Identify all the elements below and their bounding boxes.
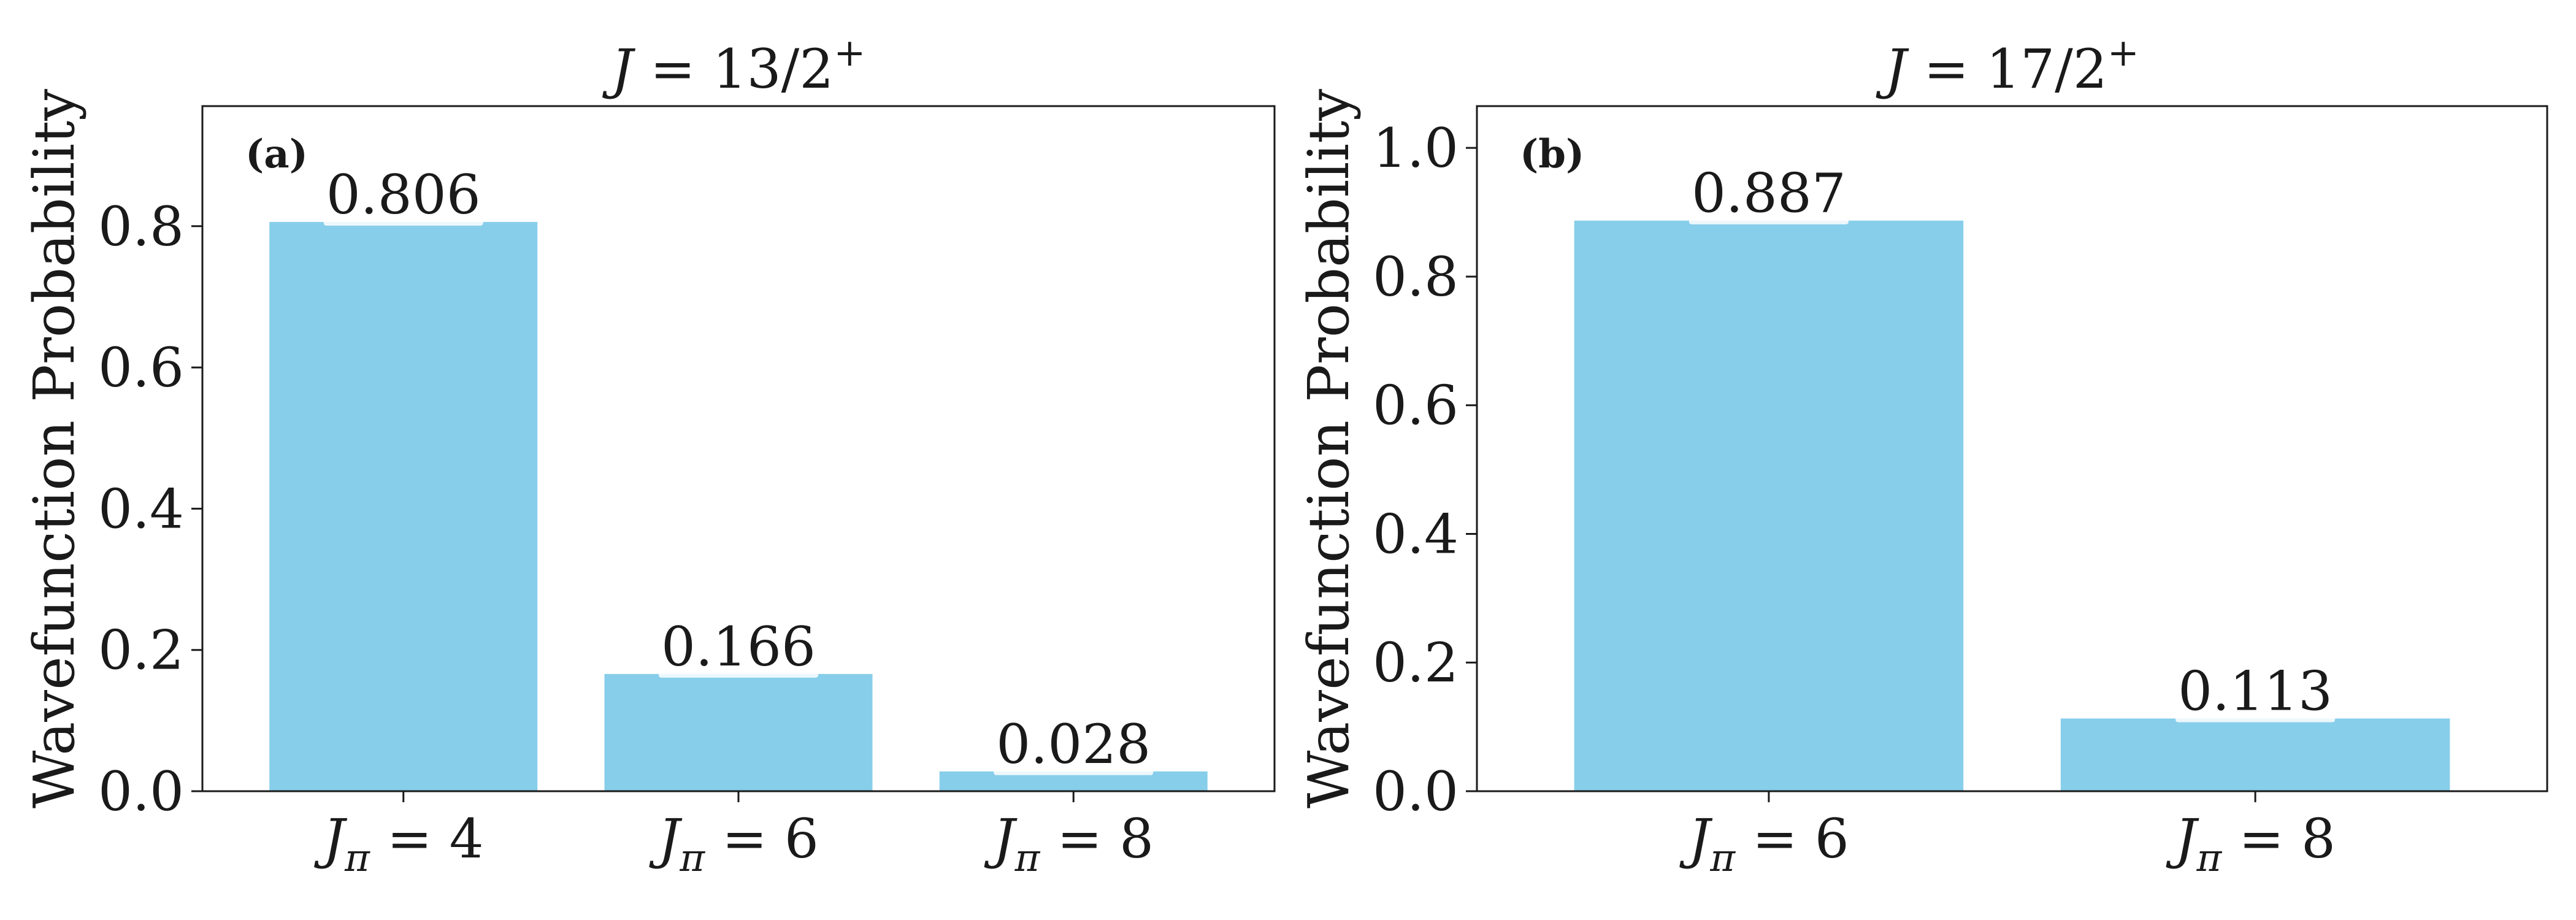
value-label: 0.887 [1692, 162, 1846, 225]
bar [604, 673, 873, 791]
value-label-backdrop [659, 671, 818, 678]
y-tick-label: 0.8 [1373, 245, 1459, 309]
panel-b: 0.887 Jπ = 6 0.113 Jπ = 8 0.0 0.2 0.4 0.6 0.8 1.0… [1296, 30, 2548, 880]
y-tick-label: 0.6 [1373, 374, 1459, 437]
x-tick-label: Jπ = 8 [984, 807, 1154, 880]
panel-tag: (b) [1520, 131, 1584, 177]
y-axis-label: Wavefunction Probability [21, 89, 87, 808]
bar [269, 221, 538, 791]
value-label-backdrop [2175, 716, 2336, 723]
x-tick-label: Jπ = 4 [314, 807, 484, 880]
y-tick-label: 0.4 [98, 477, 184, 540]
x-tick-label: Jπ = 8 [2166, 807, 2336, 880]
y-tick-label: 0.8 [98, 195, 184, 258]
value-label-backdrop [1689, 218, 1849, 224]
plot-frame [1476, 105, 2548, 792]
y-axis-label: Wavefunction Probability [1296, 89, 1362, 808]
chart-title: J = 13/2+ [602, 30, 866, 101]
value-label-backdrop [323, 219, 483, 226]
bar [1574, 220, 1964, 792]
y-tick-label: 0.0 [1373, 760, 1459, 823]
panel-tag: (a) [245, 131, 308, 177]
value-label: 0.806 [326, 163, 481, 226]
chart-title: J = 17/2+ [1876, 30, 2139, 101]
y-tick-label: 0.2 [98, 619, 184, 682]
value-label: 0.166 [661, 615, 816, 678]
value-label: 0.113 [2178, 659, 2333, 723]
panel-a: 0.806 Jπ = 4 0.166 Jπ = 6 0.028 Jπ = 8 0.0 0.2 0… [21, 30, 1276, 880]
y-tick-label: 0.2 [1373, 631, 1459, 694]
plot-frame [201, 105, 1276, 792]
y-tick-label: 0.4 [1373, 502, 1459, 565]
value-label-backdrop [994, 769, 1154, 775]
value-label: 0.028 [996, 713, 1151, 776]
y-tick-label: 1.0 [1373, 117, 1459, 180]
x-tick-label: Jπ = 6 [1679, 807, 1849, 880]
y-tick-label: 0.0 [98, 760, 184, 823]
y-tick-label: 0.6 [98, 336, 184, 399]
bar [2060, 718, 2450, 791]
x-tick-label: Jπ = 6 [649, 807, 819, 880]
